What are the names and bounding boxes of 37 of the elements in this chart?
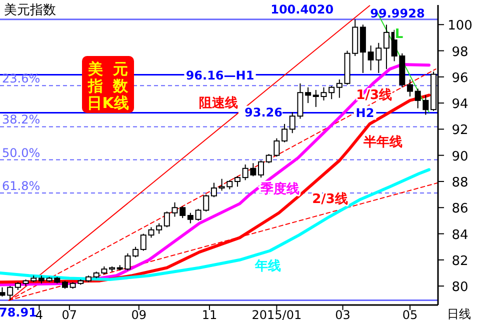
- annotation: 100.4020: [270, 2, 334, 16]
- x-tick-label: 09: [131, 308, 147, 320]
- annotation: 50.0%: [2, 146, 40, 160]
- x-tick-label: 2015/01: [252, 308, 302, 320]
- y-tick-label: 100: [448, 18, 472, 34]
- series-label: 年线: [254, 259, 281, 274]
- annotation: 93.26: [244, 106, 282, 120]
- y-tick-label: 98: [452, 44, 468, 60]
- x-tick-label: 03: [335, 308, 350, 320]
- annotation: 78.91: [0, 305, 37, 320]
- annotation: 美 元: [86, 60, 128, 78]
- y-tick-label: 90: [452, 149, 468, 164]
- y-tick-label: 84: [452, 228, 468, 243]
- annotation: 日K线: [87, 94, 129, 112]
- x-tick-label: 07: [62, 308, 78, 320]
- x-tick-label: 11: [202, 308, 218, 320]
- y-tick-label: 88: [452, 175, 468, 190]
- series-label: 半年线: [362, 135, 402, 150]
- annotation: 38.2%: [2, 112, 40, 127]
- x-axis-title: 日线: [447, 307, 471, 320]
- annotation: 23.6%: [2, 72, 40, 86]
- chart-title: 美元指数: [4, 2, 56, 18]
- annotation: 99.9928: [370, 6, 425, 21]
- annotation: 指 数: [86, 77, 130, 95]
- series-label: 阻速线: [199, 96, 238, 111]
- y-tick-label: 82: [452, 254, 468, 269]
- x-tick-label: 05: [402, 308, 418, 320]
- y-tick-label: 96: [452, 70, 468, 86]
- series-label: 2/3线: [312, 192, 348, 207]
- y-tick-label: 94: [452, 97, 468, 112]
- annotation: 61.8%: [2, 178, 40, 193]
- y-tick-label: 80: [452, 280, 468, 296]
- ref-line-label: H2: [356, 106, 374, 120]
- y-tick-label: 92: [452, 123, 468, 138]
- x-tick-label: 4: [35, 308, 44, 320]
- ref-line-label: 96.16—H1: [186, 68, 254, 82]
- y-tick-label: 86: [452, 202, 468, 217]
